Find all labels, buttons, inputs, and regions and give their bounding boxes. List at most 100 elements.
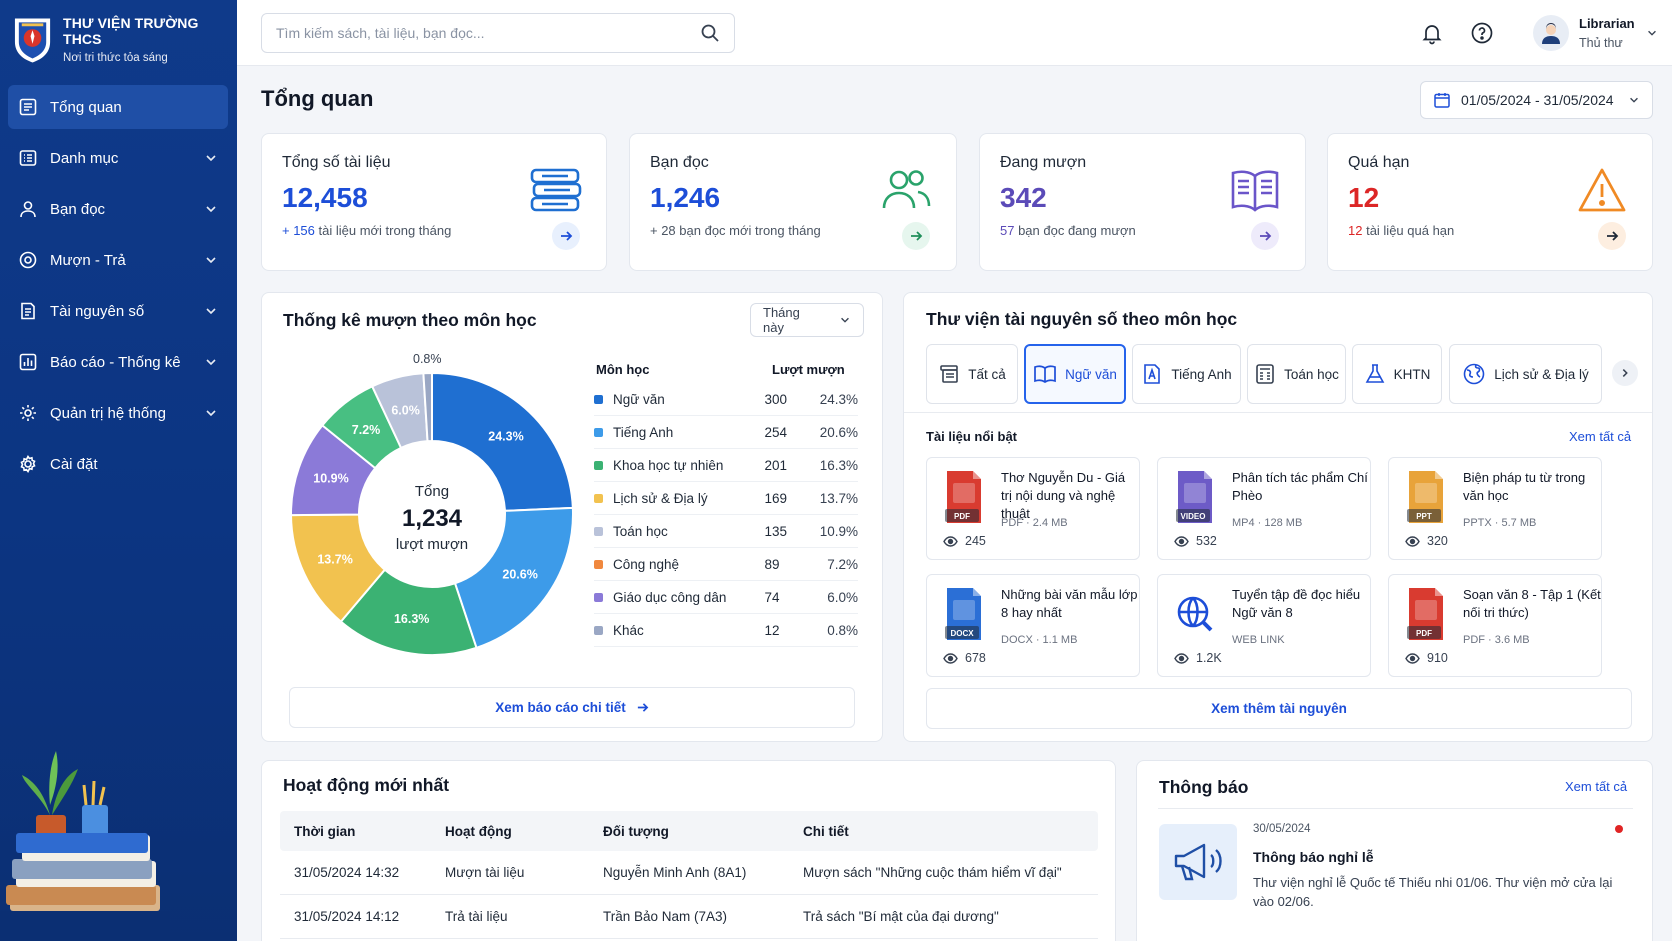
resource-title: Phân tích tác phẩm Chí Phèo	[1232, 470, 1368, 503]
period-select-value: Tháng này	[763, 305, 800, 335]
legend-swatch	[594, 559, 603, 569]
legend-percent: 13.7%	[819, 490, 858, 506]
stat-highlight: 57	[1000, 223, 1015, 238]
legend-row[interactable]: Toán học 135 10.9%	[594, 515, 858, 548]
legend-swatch	[594, 526, 603, 536]
view-all-notices-link[interactable]: Xem tất cả	[1565, 779, 1628, 794]
legend-swatch	[594, 592, 603, 602]
tab-label: KHTN	[1393, 366, 1431, 382]
view-all-resources-link[interactable]: Xem tất cả	[1569, 429, 1632, 444]
legend-row[interactable]: Lịch sử & Địa lý 169 13.7%	[594, 482, 858, 515]
unread-dot	[1615, 825, 1623, 833]
legend-row[interactable]: Khoa học tự nhiên 201 16.3%	[594, 449, 858, 482]
notice-body: Thư viện nghỉ lễ Quốc tế Thiếu nhi 01/06…	[1253, 875, 1613, 909]
sidebar-item-muon-tra[interactable]: Mượn - Trả	[8, 238, 228, 282]
sidebar-item-ban-doc[interactable]: Bạn đọc	[8, 187, 228, 231]
view-readers-button[interactable]	[902, 222, 930, 250]
resource-title: Soạn văn 8 - Tập 1 (Kết nối tri thức)	[1463, 587, 1601, 620]
tab-tieng-anh[interactable]: Tiếng Anh	[1132, 344, 1241, 404]
tab-ngu-van[interactable]: Ngữ văn	[1024, 344, 1126, 404]
period-select[interactable]: Tháng này	[750, 303, 864, 337]
stat-highlight: + 28	[650, 223, 676, 238]
tab-toan-hoc[interactable]: Toán học	[1247, 344, 1346, 404]
resource-card[interactable]: Tuyển tập đề đọc hiểu Ngữ văn 8 WEB LINK 1…	[1157, 574, 1371, 677]
user-menu[interactable]: Librarian Thủ thư	[1533, 12, 1658, 54]
search-input[interactable]	[261, 13, 735, 53]
resource-card[interactable]: VIDEO Phân tích tác phẩm Chí Phèo MP4 · 12…	[1157, 457, 1371, 560]
sidebar-item-bao-cao[interactable]: Báo cáo - Thống kê	[8, 340, 228, 384]
resource-card[interactable]: PPT Biện pháp tu từ trong văn học PPTX · 5…	[1388, 457, 1602, 560]
search-icon[interactable]	[700, 23, 720, 43]
web-link-icon	[1177, 596, 1213, 632]
cell-subject: Nguyễn Minh Anh (8A1)	[603, 865, 747, 880]
letter-a-icon	[1144, 364, 1161, 384]
sidebar-item-quan-tri[interactable]: Quản trị hệ thống	[8, 391, 228, 435]
dashboard-icon	[19, 98, 37, 116]
calendar-icon	[1434, 93, 1450, 108]
legend-row[interactable]: Khác 12 0.8%	[594, 614, 858, 647]
legend-row[interactable]: Giáo dục công dân 74 6.0%	[594, 581, 858, 614]
legend-row[interactable]: Tiếng Anh 254 20.6%	[594, 416, 858, 449]
tabs-next-button[interactable]	[1612, 360, 1638, 386]
donut-slice[interactable]	[422, 371, 433, 443]
view-more-resources-button[interactable]: Xem thêm tài nguyên	[926, 688, 1632, 729]
view-documents-button[interactable]	[552, 222, 580, 250]
bell-icon[interactable]	[1420, 21, 1444, 45]
settings-icon	[20, 454, 36, 473]
table-row[interactable]: 31/05/2024 14:32 Mượn tài liệu Nguyễn Mi…	[280, 851, 1098, 895]
flask-icon	[1365, 364, 1384, 383]
legend-row[interactable]: Công nghệ 89 7.2%	[594, 548, 858, 581]
donut-slice[interactable]	[431, 371, 574, 512]
open-book-icon	[1231, 170, 1279, 212]
stat-value: 342	[1000, 182, 1047, 213]
cell-subject: Trần Bảo Nam (7A3)	[603, 909, 728, 924]
stat-value: 12,458	[282, 182, 368, 213]
notice-title[interactable]: Thông báo nghỉ lễ	[1253, 849, 1374, 865]
pdf-file-icon: PDF	[1407, 588, 1443, 640]
resource-views: 320	[1405, 534, 1448, 548]
legend-row[interactable]: Ngữ văn 300 24.3%	[594, 383, 858, 416]
resource-view-count: 678	[965, 651, 986, 665]
brand-subtitle: Nơi tri thức tỏa sáng	[63, 51, 168, 64]
view-detail-report-button[interactable]: Xem báo cáo chi tiết	[289, 687, 855, 728]
stat-subtext: + 156 tài liệu mới trong tháng	[282, 223, 451, 238]
table-row[interactable]: 31/05/2024 14:12 Trả tài liệu Trần Bảo N…	[280, 895, 1098, 939]
stat-card-readers: Bạn đọc 1,246 + 28 bạn đọc mới trong thá…	[629, 133, 957, 271]
view-overdue-button[interactable]	[1598, 222, 1626, 250]
resource-card[interactable]: PDF Thơ Nguyễn Du - Giá trị nội dung và n…	[926, 457, 1140, 560]
resource-card[interactable]: DOCX Những bài văn mẫu lớp 8 hay nhất DOCX…	[926, 574, 1140, 677]
sidebar-item-danh-muc[interactable]: Danh mục	[8, 136, 228, 180]
tab-khtn[interactable]: KHTN	[1352, 344, 1442, 404]
view-borrowing-button[interactable]	[1251, 222, 1279, 250]
legend-subject: Tiếng Anh	[613, 424, 674, 440]
tab-all[interactable]: Tất cả	[926, 344, 1018, 404]
file-badge: PPT	[1416, 512, 1432, 521]
tabs-divider	[904, 412, 1652, 413]
sidebar-item-label: Báo cáo - Thống kê	[50, 353, 181, 371]
resource-title: Thơ Nguyễn Du - Giá trị nội dung và nghệ…	[1001, 470, 1126, 521]
help-icon[interactable]	[1470, 21, 1494, 45]
slice-label: 0.8%	[413, 352, 442, 366]
tab-label: Ngữ văn	[1065, 366, 1117, 382]
legend-percent: 16.3%	[819, 457, 858, 473]
view-more-resources-label: Xem thêm tài nguyên	[1211, 701, 1347, 716]
cell-time: 31/05/2024 14:12	[294, 909, 400, 924]
brand-title: THƯ VIỆN TRƯỜNG THCS	[63, 14, 199, 47]
tab-lich-su-dia-ly[interactable]: Lịch sử & Địa lý	[1449, 344, 1602, 404]
sidebar-item-cai-dat[interactable]: Cài đặt	[8, 442, 228, 486]
sidebar-nav: Tổng quan Danh mục Bạn đọc Mượn - Trả Tà…	[8, 85, 228, 493]
date-range-picker[interactable]: 01/05/2024 - 31/05/2024	[1420, 81, 1653, 119]
sidebar-item-tai-nguyen-so[interactable]: Tài nguyên số	[8, 289, 228, 333]
video-file-icon: VIDEO	[1176, 471, 1212, 523]
notices-title: Thông báo	[1159, 777, 1249, 797]
arrow-right-icon	[561, 231, 573, 241]
sidebar-item-label: Mượn - Trả	[50, 251, 126, 269]
legend-count: 89	[764, 556, 780, 572]
cell-time: 31/05/2024 14:32	[294, 865, 400, 880]
brand[interactable]: THƯ VIỆN TRƯỜNG THCS Nơi tri thức tỏa sá…	[12, 14, 237, 64]
donut-slice[interactable]	[453, 506, 574, 650]
chevron-down-icon	[206, 359, 216, 366]
sidebar-item-tong-quan[interactable]: Tổng quan	[8, 85, 228, 129]
resource-card[interactable]: PDF Soạn văn 8 - Tập 1 (Kết nối tri thức)…	[1388, 574, 1602, 677]
admin-gear-icon	[20, 405, 36, 421]
